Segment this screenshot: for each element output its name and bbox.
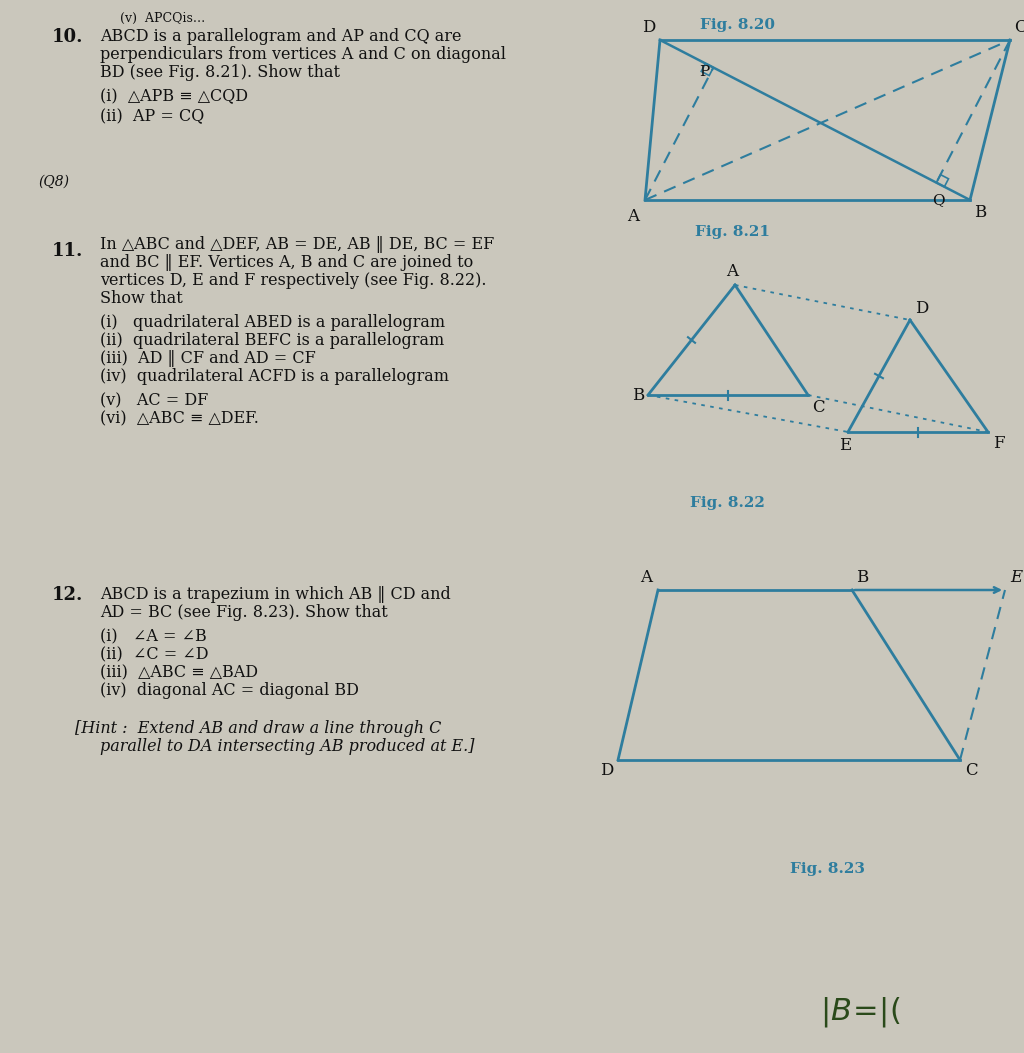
Text: B: B xyxy=(974,204,986,221)
Text: BD (see Fig. 8.21). Show that: BD (see Fig. 8.21). Show that xyxy=(100,64,340,81)
Text: A: A xyxy=(627,208,639,225)
Text: (ii)  ∠C = ∠D: (ii) ∠C = ∠D xyxy=(100,645,209,663)
Text: P: P xyxy=(699,64,710,79)
Text: (vi)  △ABC ≡ △DEF.: (vi) △ABC ≡ △DEF. xyxy=(100,410,259,428)
Text: (v)   AC = DF: (v) AC = DF xyxy=(100,392,208,409)
Text: (iv)  quadrilateral ACFD is a parallelogram: (iv) quadrilateral ACFD is a parallelogr… xyxy=(100,367,449,385)
Text: E: E xyxy=(1010,569,1022,587)
Text: ABCD is a parallelogram and AP and CQ are: ABCD is a parallelogram and AP and CQ ar… xyxy=(100,28,462,45)
Text: Fig. 8.23: Fig. 8.23 xyxy=(790,862,865,876)
Text: F: F xyxy=(993,435,1005,452)
Text: (iii)  △ABC ≡ △BAD: (iii) △ABC ≡ △BAD xyxy=(100,664,258,681)
Text: perpendiculars from vertices A and C on diagonal: perpendiculars from vertices A and C on … xyxy=(100,46,506,63)
Text: C: C xyxy=(965,762,978,779)
Text: and BC ‖ EF. Vertices A, B and C are joined to: and BC ‖ EF. Vertices A, B and C are joi… xyxy=(100,254,473,271)
Text: AD = BC (see Fig. 8.23). Show that: AD = BC (see Fig. 8.23). Show that xyxy=(100,604,388,621)
Text: Fig. 8.22: Fig. 8.22 xyxy=(690,496,765,510)
Text: B: B xyxy=(856,569,868,587)
Text: $|B\!=\!|($: $|B\!=\!|($ xyxy=(820,995,900,1029)
Text: (iv)  diagonal AC = diagonal BD: (iv) diagonal AC = diagonal BD xyxy=(100,682,358,699)
Text: E: E xyxy=(839,437,851,454)
Text: parallel to DA intersecting AB produced at E.]: parallel to DA intersecting AB produced … xyxy=(100,738,474,755)
Text: A: A xyxy=(726,263,738,280)
Text: ABCD is a trapezium in which AB ‖ CD and: ABCD is a trapezium in which AB ‖ CD and xyxy=(100,587,451,603)
Text: [Hint :  Extend AB and draw a line through C: [Hint : Extend AB and draw a line throug… xyxy=(75,720,441,737)
Text: (i)   quadrilateral ABED is a parallelogram: (i) quadrilateral ABED is a parallelogra… xyxy=(100,314,445,331)
Text: D: D xyxy=(642,19,655,36)
Text: (Q8): (Q8) xyxy=(38,175,69,188)
Text: (i)  △APB ≡ △CQD: (i) △APB ≡ △CQD xyxy=(100,88,248,105)
Text: Fig. 8.20: Fig. 8.20 xyxy=(700,18,775,32)
Text: D: D xyxy=(915,300,929,317)
Text: 11.: 11. xyxy=(52,242,83,260)
Text: Fig. 8.21: Fig. 8.21 xyxy=(695,225,770,239)
Text: (i)   ∠A = ∠B: (i) ∠A = ∠B xyxy=(100,628,207,645)
Text: In △ABC and △DEF, AB = DE, AB ‖ DE, BC = EF: In △ABC and △DEF, AB = DE, AB ‖ DE, BC =… xyxy=(100,236,495,253)
Text: B: B xyxy=(632,386,644,403)
Text: 12.: 12. xyxy=(52,587,83,604)
Text: D: D xyxy=(600,762,613,779)
Text: 10.: 10. xyxy=(52,28,84,46)
Text: (ii)  quadrilateral BEFC is a parallelogram: (ii) quadrilateral BEFC is a parallelogr… xyxy=(100,332,444,349)
Text: C: C xyxy=(1014,19,1024,36)
Text: (iii)  AD ‖ CF and AD = CF: (iii) AD ‖ CF and AD = CF xyxy=(100,350,315,367)
Text: vertices D, E and F respectively (see Fig. 8.22).: vertices D, E and F respectively (see Fi… xyxy=(100,272,486,289)
Text: (v)  APCQis…: (v) APCQis… xyxy=(120,12,205,25)
Text: Q: Q xyxy=(933,193,945,206)
Text: C: C xyxy=(812,399,824,416)
Text: A: A xyxy=(640,569,652,587)
Text: Show that: Show that xyxy=(100,290,182,307)
Text: (ii)  AP = CQ: (ii) AP = CQ xyxy=(100,108,204,125)
